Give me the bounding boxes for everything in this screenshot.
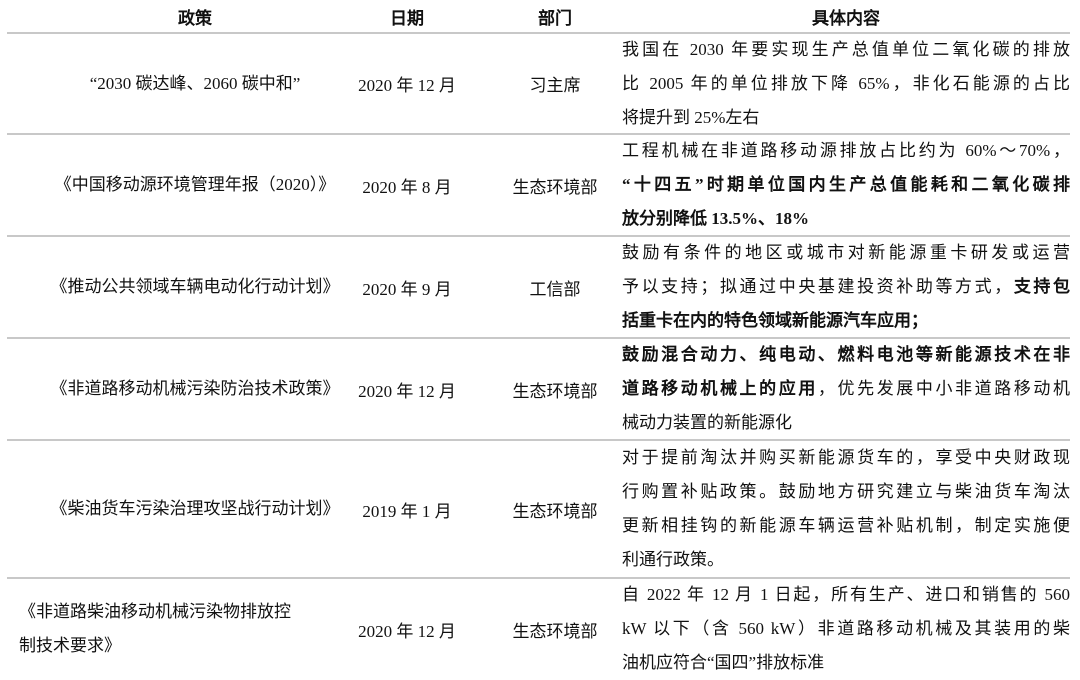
bold-text: 道路移动机械上的应用	[622, 379, 818, 398]
header-policy: 政策	[178, 8, 212, 28]
text: 更新相挂钩的新能源车辆运营补贴机制，制定实施便	[622, 516, 1070, 535]
date-cell: 2020 年 12 月	[358, 76, 456, 95]
content-line: 比 2005 年的单位排放下降 65%，非化石能源的占比	[622, 67, 1070, 101]
table-row: “2030 碳达峰、2060 碳中和” 2020 年 12 月 习主席 我国在 203…	[7, 34, 1070, 135]
header-date: 日期	[390, 8, 424, 28]
text: kW 以下（含 560 kW）非道路移动机械及其装用的柴	[622, 619, 1070, 638]
policy-name: 《非道路移动机械污染防治技术政策》	[50, 379, 340, 398]
content-line: “十四五”时期单位国内生产总值能耗和二氧化碳排	[622, 168, 1070, 202]
table-row: 《中国移动源环境管理年报（2020）》 2020 年 8 月 生态环境部 工程机械在非…	[7, 135, 1070, 237]
date-cell: 2020 年 9 月	[362, 279, 452, 299]
header-department: 部门	[538, 8, 572, 28]
text: 鼓励有条件的地区或城市对新能源重卡研发或运营	[622, 243, 1070, 262]
content-block: 工程机械在非道路移动源排放占比约为 60%～70%， “十四五”时期单位国内生产总…	[622, 134, 1070, 236]
table-row: 《非道路柴油移动机械污染物排放控 制技术要求》 2020 年 12 月 生态环境部 自 …	[7, 579, 1070, 679]
content-line: 予以支持；拟通过中央基建投资补助等方式，支持包	[622, 270, 1070, 304]
policy-cell: 《中国移动源环境管理年报（2020）》	[7, 135, 383, 235]
content-line: 行购置补贴政策。鼓励地方研究建立与柴油货车淘汰	[622, 475, 1070, 509]
content-line: kW 以下（含 560 kW）非道路移动机械及其装用的柴	[622, 612, 1070, 646]
text: 比 2005 年的单位排放下降 65%，非化石能源的占比	[622, 73, 1070, 93]
policy-name-block: 《中国移动源环境管理年报（2020）》	[55, 168, 336, 202]
content-block: 我国在 2030 年要实现生产总值单位二氧化碳的排放比 2005 年的单位排放下…	[622, 33, 1070, 135]
policy-name: 《推动公共领域车辆电动化行动计划》	[50, 277, 340, 296]
department-cell: 习主席	[529, 76, 581, 95]
policy-table: 政策 日期 部门 具体内容 “2030 碳达峰、2060 碳中和” 2020 年 …	[7, 0, 1070, 679]
policy-name-block: “2030 碳达峰、2060 碳中和”	[90, 67, 301, 101]
content-line: 鼓励混合动力、纯电动、燃料电池等新能源技术在非	[622, 338, 1070, 372]
table-body: “2030 碳达峰、2060 碳中和” 2020 年 12 月 习主席 我国在 203…	[7, 34, 1070, 679]
bold-text: “十四五”时期单位国内生产总值能耗和二氧化碳排	[622, 175, 1070, 194]
policy-cell: 《柴油货车污染治理攻坚战行动计划》	[7, 441, 383, 577]
department-cell: 生态环境部	[512, 501, 598, 521]
department-cell: 工信部	[529, 279, 581, 299]
policy-name: 制技术要求》	[19, 636, 121, 655]
header-content: 具体内容	[812, 8, 880, 28]
bold-text: 鼓励混合动力、纯电动、燃料电池等新能源技术在非	[622, 345, 1070, 364]
content-line: 利通行政策。	[622, 543, 1070, 577]
table-row: 《非道路移动机械污染防治技术政策》 2020 年 12 月 生态环境部 鼓励混合动力、…	[7, 339, 1070, 441]
bold-text: 支持包	[1013, 277, 1071, 296]
text: 我国在 2030 年要实现生产总值单位二氧化碳的排放	[622, 39, 1070, 59]
policy-cell: 《推动公共领域车辆电动化行动计划》	[7, 237, 383, 337]
text: 自 2022 年 12 月 1 日起，所有生产、进口和销售的 560	[622, 585, 1070, 604]
date-cell: 2020 年 12 月	[358, 621, 456, 641]
table-row: 《柴油货车污染治理攻坚战行动计划》 2019 年 1 月 生态环境部 对于提前淘汰并购…	[7, 441, 1070, 579]
text: 将提升到 25%左右	[622, 107, 760, 127]
content-cell: 鼓励混合动力、纯电动、燃料电池等新能源技术在非 道路移动机械上的应用，优先发展中小…	[622, 339, 1070, 439]
text: 械动力装置的新能源化	[622, 413, 792, 432]
content-line: 械动力装置的新能源化	[622, 406, 1070, 440]
date-cell: 2020 年 8 月	[362, 177, 452, 197]
content-line: 我国在 2030 年要实现生产总值单位二氧化碳的排放	[622, 33, 1070, 67]
policy-cell: 《非道路柴油移动机械污染物排放控 制技术要求》	[7, 579, 383, 679]
text: 行购置补贴政策。鼓励地方研究建立与柴油货车淘汰	[622, 482, 1070, 501]
text: ，优先发展中小非道路移动机	[817, 379, 1071, 398]
text: 工程机械在非道路移动源排放占比约为 60%～70%，	[622, 141, 1070, 160]
table-row: 《推动公共领域车辆电动化行动计划》 2020 年 9 月 工信部 鼓励有条件的地区或城…	[7, 237, 1070, 339]
policy-name-block: 《柴油货车污染治理攻坚战行动计划》	[51, 492, 340, 526]
content-block: 自 2022 年 12 月 1 日起，所有生产、进口和销售的 560 kW 以下（…	[622, 578, 1070, 680]
content-line: 油机应符合“国四”排放标准	[622, 646, 1070, 680]
policy-name-block: 《非道路柴油移动机械污染物排放控 制技术要求》	[7, 595, 291, 663]
bold-text: 括重卡在内的特色领域新能源汽车应用；	[622, 311, 928, 330]
content-cell: 自 2022 年 12 月 1 日起，所有生产、进口和销售的 560 kW 以下（…	[622, 579, 1070, 679]
content-line: 将提升到 25%左右	[622, 101, 1070, 135]
text: 对于提前淘汰并购买新能源货车的，享受中央财政现	[622, 448, 1070, 467]
content-line: 对于提前淘汰并购买新能源货车的，享受中央财政现	[622, 441, 1070, 475]
department-cell: 生态环境部	[512, 621, 598, 641]
text: 利通行政策。	[622, 550, 724, 569]
policy-name: “2030 碳达峰、2060 碳中和”	[89, 73, 301, 93]
content-block: 鼓励有条件的地区或城市对新能源重卡研发或运营 予以支持；拟通过中央基建投资补助等方…	[622, 236, 1070, 338]
policy-cell: 《非道路移动机械污染防治技术政策》	[7, 339, 383, 439]
department-cell: 生态环境部	[512, 177, 598, 197]
policy-name: 《非道路柴油移动机械污染物排放控	[19, 602, 291, 621]
content-line: 自 2022 年 12 月 1 日起，所有生产、进口和销售的 560	[622, 578, 1070, 612]
content-line: 鼓励有条件的地区或城市对新能源重卡研发或运营	[622, 236, 1070, 270]
policy-name-block: 《推动公共领域车辆电动化行动计划》	[51, 270, 340, 304]
content-line: 括重卡在内的特色领域新能源汽车应用；	[622, 304, 1070, 338]
date-cell: 2019 年 1 月	[362, 501, 452, 521]
policy-name: 《中国移动源环境管理年报（2020）》	[54, 175, 336, 194]
content-line: 更新相挂钩的新能源车辆运营补贴机制，制定实施便	[622, 509, 1070, 543]
content-cell: 工程机械在非道路移动源排放占比约为 60%～70%， “十四五”时期单位国内生产总…	[622, 135, 1070, 235]
date-cell: 2020 年 12 月	[358, 381, 456, 401]
content-line: 工程机械在非道路移动源排放占比约为 60%～70%，	[622, 134, 1070, 168]
department-cell: 生态环境部	[512, 381, 598, 401]
policy-name-block: 《非道路移动机械污染防治技术政策》	[51, 372, 340, 406]
content-line: 道路移动机械上的应用，优先发展中小非道路移动机	[622, 372, 1070, 406]
content-line: 放分别降低 13.5%、18%	[622, 202, 1070, 236]
table-header: 政策 日期 部门 具体内容	[7, 0, 1070, 34]
content-cell: 对于提前淘汰并购买新能源货车的，享受中央财政现 行购置补贴政策。鼓励地方研究建立与…	[622, 441, 1070, 577]
bold-text: 放分别降低 13.5%、18%	[622, 209, 809, 228]
content-block: 鼓励混合动力、纯电动、燃料电池等新能源技术在非 道路移动机械上的应用，优先发展中小…	[622, 338, 1070, 440]
policy-name: 《柴油货车污染治理攻坚战行动计划》	[50, 499, 340, 518]
text: 予以支持；拟通过中央基建投资补助等方式，	[622, 277, 1014, 296]
content-block: 对于提前淘汰并购买新能源货车的，享受中央财政现 行购置补贴政策。鼓励地方研究建立与…	[622, 441, 1070, 577]
policy-cell: “2030 碳达峰、2060 碳中和”	[7, 34, 383, 133]
content-cell: 我国在 2030 年要实现生产总值单位二氧化碳的排放比 2005 年的单位排放下…	[622, 34, 1070, 133]
content-cell: 鼓励有条件的地区或城市对新能源重卡研发或运营 予以支持；拟通过中央基建投资补助等方…	[622, 237, 1070, 337]
text: 油机应符合“国四”排放标准	[622, 653, 825, 672]
